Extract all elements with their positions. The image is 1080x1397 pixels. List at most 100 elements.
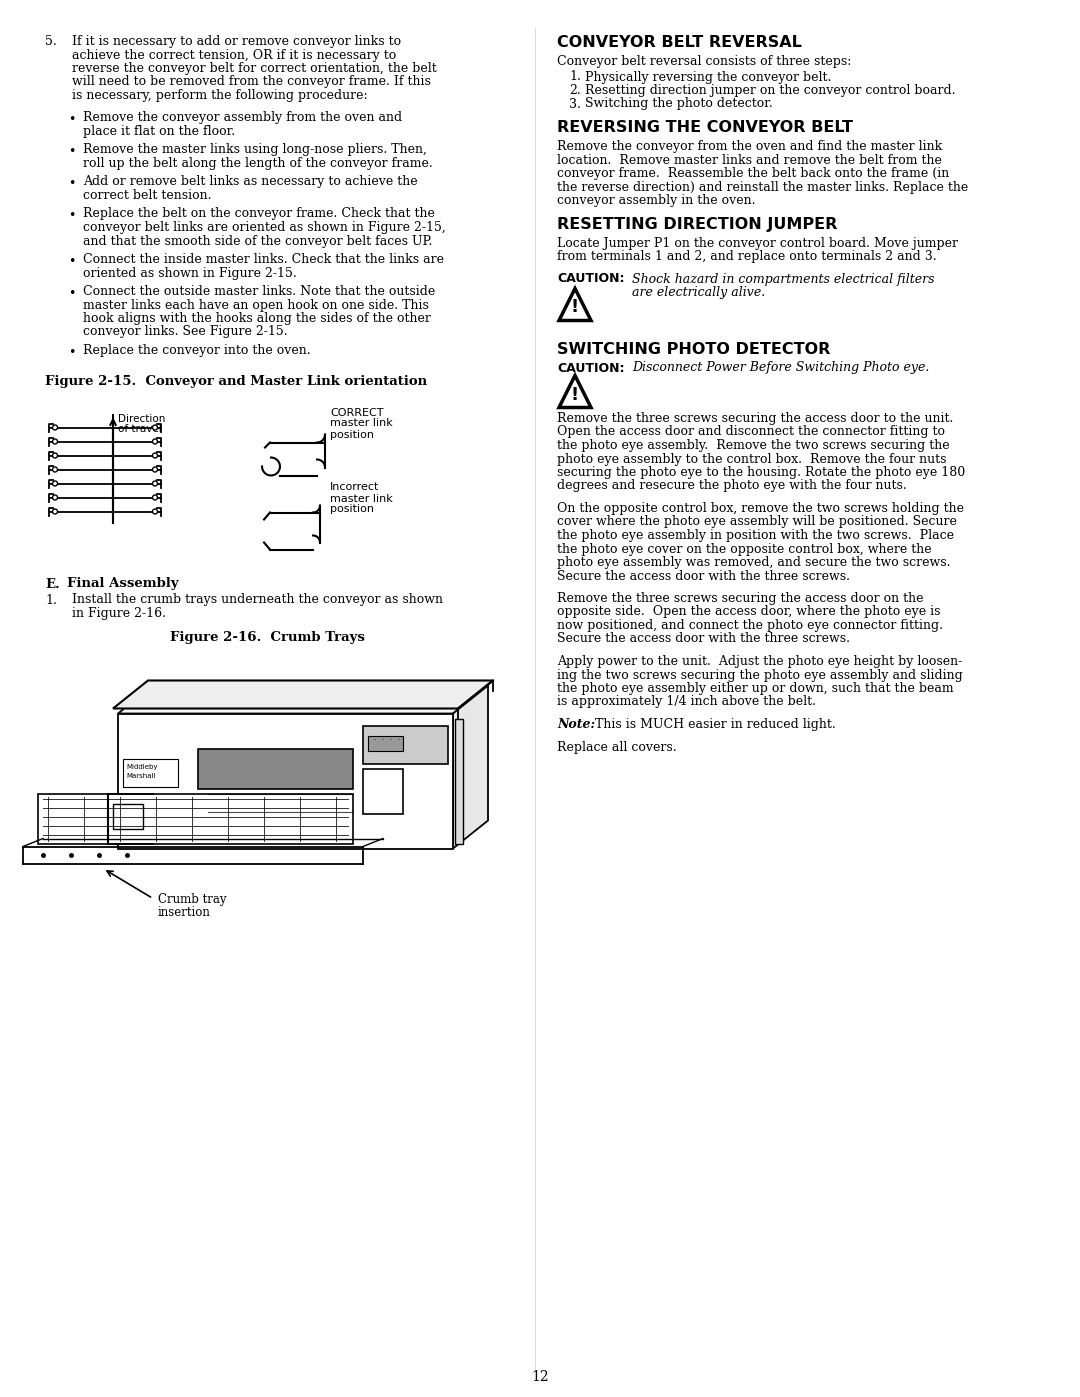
Text: of travel: of travel bbox=[118, 425, 162, 434]
Text: CONVEYOR BELT REVERSAL: CONVEYOR BELT REVERSAL bbox=[557, 35, 801, 50]
Text: position: position bbox=[330, 429, 374, 440]
Circle shape bbox=[53, 467, 57, 472]
Text: correct belt tension.: correct belt tension. bbox=[83, 189, 212, 203]
Text: the reverse direction) and reinstall the master links. Replace the: the reverse direction) and reinstall the… bbox=[557, 180, 969, 194]
Text: CAUTION:: CAUTION: bbox=[557, 362, 624, 374]
Text: Secure the access door with the three screws.: Secure the access door with the three sc… bbox=[557, 570, 850, 583]
Text: •: • bbox=[68, 113, 76, 127]
Text: Install the crumb trays underneath the conveyor as shown: Install the crumb trays underneath the c… bbox=[72, 594, 443, 606]
Text: oriented as shown in Figure 2-15.: oriented as shown in Figure 2-15. bbox=[83, 267, 297, 279]
Circle shape bbox=[152, 425, 158, 430]
Text: Crumb tray: Crumb tray bbox=[158, 894, 227, 907]
Text: Remove the conveyor from the oven and find the master link: Remove the conveyor from the oven and fi… bbox=[557, 140, 942, 154]
Text: is necessary, perform the following procedure:: is necessary, perform the following proc… bbox=[72, 89, 367, 102]
Text: 12: 12 bbox=[531, 1370, 549, 1384]
Text: !: ! bbox=[571, 299, 579, 317]
Text: from terminals 1 and 2, and replace onto terminals 2 and 3.: from terminals 1 and 2, and replace onto… bbox=[557, 250, 936, 263]
Polygon shape bbox=[118, 714, 453, 848]
Text: master links each have an open hook on one side. This: master links each have an open hook on o… bbox=[83, 299, 429, 312]
Bar bbox=[198, 749, 353, 788]
Text: photo eye assembly was removed, and secure the two screws.: photo eye assembly was removed, and secu… bbox=[557, 556, 950, 569]
Circle shape bbox=[152, 453, 158, 458]
Text: Add or remove belt links as necessary to achieve the: Add or remove belt links as necessary to… bbox=[83, 176, 418, 189]
Text: Replace the belt on the conveyor frame. Check that the: Replace the belt on the conveyor frame. … bbox=[83, 208, 435, 221]
Text: the photo eye assembly.  Remove the two screws securing the: the photo eye assembly. Remove the two s… bbox=[557, 439, 949, 453]
Text: Switching the photo detector.: Switching the photo detector. bbox=[585, 98, 773, 110]
Text: !: ! bbox=[571, 386, 579, 404]
Text: •: • bbox=[68, 145, 76, 158]
Circle shape bbox=[53, 481, 57, 486]
Text: Remove the three screws securing the access door on the: Remove the three screws securing the acc… bbox=[557, 592, 923, 605]
Text: is approximately 1/4 inch above the belt.: is approximately 1/4 inch above the belt… bbox=[557, 696, 816, 708]
Text: Secure the access door with the three screws.: Secure the access door with the three sc… bbox=[557, 633, 850, 645]
Circle shape bbox=[152, 495, 158, 500]
Text: This is MUCH easier in reduced light.: This is MUCH easier in reduced light. bbox=[595, 718, 836, 731]
Text: conveyor frame.  Reassemble the belt back onto the frame (in: conveyor frame. Reassemble the belt back… bbox=[557, 168, 949, 180]
Text: roll up the belt along the length of the conveyor frame.: roll up the belt along the length of the… bbox=[83, 156, 433, 170]
Text: Open the access door and disconnect the connector fitting to: Open the access door and disconnect the … bbox=[557, 426, 945, 439]
Text: E.: E. bbox=[45, 577, 59, 591]
Polygon shape bbox=[118, 686, 488, 714]
Text: Final Assembly: Final Assembly bbox=[67, 577, 178, 591]
Text: 1.: 1. bbox=[569, 70, 581, 84]
Text: position: position bbox=[330, 504, 374, 514]
Text: Physically reversing the conveyor belt.: Physically reversing the conveyor belt. bbox=[585, 70, 832, 84]
Polygon shape bbox=[559, 376, 591, 408]
Bar bbox=[368, 735, 403, 750]
Text: 2.: 2. bbox=[569, 84, 581, 96]
Bar bbox=[363, 768, 403, 813]
Text: Apply power to the unit.  Adjust the photo eye height by loosen-: Apply power to the unit. Adjust the phot… bbox=[557, 655, 962, 668]
Text: now positioned, and connect the photo eye connector fitting.: now positioned, and connect the photo ey… bbox=[557, 619, 943, 631]
Text: Figure 2-16.  Crumb Trays: Figure 2-16. Crumb Trays bbox=[170, 630, 365, 644]
Text: degrees and resecure the photo eye with the four nuts.: degrees and resecure the photo eye with … bbox=[557, 479, 907, 493]
Text: will need to be removed from the conveyor frame. If this: will need to be removed from the conveyo… bbox=[72, 75, 431, 88]
Text: hook aligns with the hooks along the sides of the other: hook aligns with the hooks along the sid… bbox=[83, 312, 431, 326]
Text: .: . bbox=[373, 735, 375, 742]
Text: conveyor links. See Figure 2-15.: conveyor links. See Figure 2-15. bbox=[83, 326, 287, 338]
Text: RESETTING DIRECTION JUMPER: RESETTING DIRECTION JUMPER bbox=[557, 217, 837, 232]
Text: Disconnect Power Before Switching Photo eye.: Disconnect Power Before Switching Photo … bbox=[632, 362, 930, 374]
Text: photo eye assembly to the control box.  Remove the four nuts: photo eye assembly to the control box. R… bbox=[557, 453, 946, 465]
Text: Direction: Direction bbox=[118, 415, 165, 425]
Text: SWITCHING PHOTO DETECTOR: SWITCHING PHOTO DETECTOR bbox=[557, 341, 831, 356]
Text: CORRECT: CORRECT bbox=[330, 408, 383, 418]
Text: securing the photo eye to the housing. Rotate the photo eye 180: securing the photo eye to the housing. R… bbox=[557, 467, 966, 479]
Circle shape bbox=[53, 439, 57, 444]
Polygon shape bbox=[559, 289, 591, 320]
Circle shape bbox=[53, 453, 57, 458]
Text: 3.: 3. bbox=[569, 98, 581, 110]
Circle shape bbox=[53, 425, 57, 430]
Text: reverse the conveyor belt for correct orientation, the belt: reverse the conveyor belt for correct or… bbox=[72, 61, 436, 75]
Text: Connect the inside master links. Check that the links are: Connect the inside master links. Check t… bbox=[83, 253, 444, 265]
Text: conveyor belt links are oriented as shown in Figure 2-15,: conveyor belt links are oriented as show… bbox=[83, 221, 446, 235]
Text: .: . bbox=[381, 735, 383, 742]
Bar bbox=[113, 803, 143, 828]
Bar bbox=[363, 725, 448, 764]
Text: 1.: 1. bbox=[45, 594, 57, 606]
Circle shape bbox=[53, 509, 57, 514]
Circle shape bbox=[53, 495, 57, 500]
Text: CAUTION:: CAUTION: bbox=[557, 272, 624, 285]
Text: Replace the conveyor into the oven.: Replace the conveyor into the oven. bbox=[83, 344, 311, 358]
Circle shape bbox=[152, 509, 158, 514]
Text: the photo eye cover on the opposite control box, where the: the photo eye cover on the opposite cont… bbox=[557, 542, 932, 556]
Text: Resetting direction jumper on the conveyor control board.: Resetting direction jumper on the convey… bbox=[585, 84, 956, 96]
Text: master link: master link bbox=[330, 493, 393, 503]
Text: opposite side.  Open the access door, where the photo eye is: opposite side. Open the access door, whe… bbox=[557, 605, 941, 619]
Text: •: • bbox=[68, 210, 76, 222]
Text: place it flat on the floor.: place it flat on the floor. bbox=[83, 124, 235, 138]
Polygon shape bbox=[38, 793, 353, 844]
Text: Middleby: Middleby bbox=[126, 764, 158, 770]
Text: the photo eye assembly in position with the two screws.  Place: the photo eye assembly in position with … bbox=[557, 529, 954, 542]
Text: .: . bbox=[397, 735, 400, 742]
Text: and that the smooth side of the conveyor belt faces UP.: and that the smooth side of the conveyor… bbox=[83, 235, 432, 247]
Bar bbox=[455, 718, 463, 844]
Text: .: . bbox=[389, 735, 391, 742]
Text: the photo eye assembly either up or down, such that the beam: the photo eye assembly either up or down… bbox=[557, 682, 954, 694]
Text: If it is necessary to add or remove conveyor links to: If it is necessary to add or remove conv… bbox=[72, 35, 401, 47]
Text: •: • bbox=[68, 346, 76, 359]
Text: Remove the conveyor assembly from the oven and: Remove the conveyor assembly from the ov… bbox=[83, 112, 402, 124]
Text: 5.: 5. bbox=[45, 35, 57, 47]
Text: achieve the correct tension, OR if it is necessary to: achieve the correct tension, OR if it is… bbox=[72, 49, 396, 61]
Text: On the opposite control box, remove the two screws holding the: On the opposite control box, remove the … bbox=[557, 502, 964, 515]
